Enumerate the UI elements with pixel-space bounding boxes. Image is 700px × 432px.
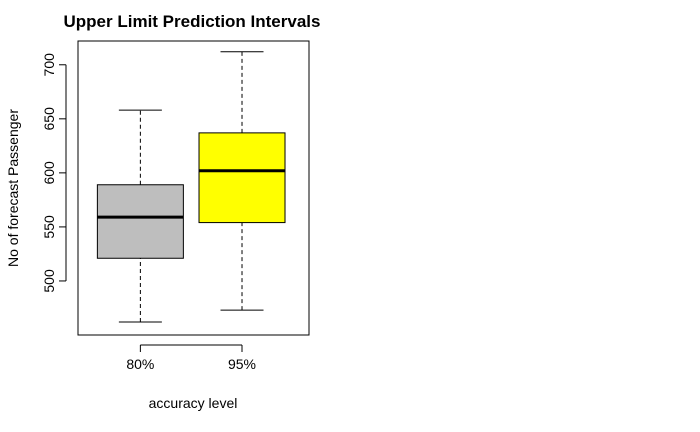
- chart-title: Upper Limit Prediction Intervals: [64, 12, 321, 31]
- box-iqr: [198, 132, 286, 224]
- y-axis-label: No of forecast Passenger: [5, 109, 21, 267]
- boxes: [96, 51, 286, 323]
- box-iqr: [96, 184, 184, 259]
- y-axis-ticks: 500 550 600 650 700: [41, 53, 66, 293]
- x-axis-ticks: 80% 95%: [126, 345, 256, 372]
- y-tick-label: 600: [41, 161, 57, 185]
- x-axis-label: accuracy level: [149, 395, 238, 411]
- y-tick-label: 650: [41, 107, 57, 131]
- box-2: [198, 51, 286, 311]
- y-tick-label: 700: [41, 53, 57, 77]
- box-1: [96, 109, 184, 323]
- x-tick-label: 95%: [228, 356, 256, 372]
- y-tick-label: 500: [41, 269, 57, 293]
- y-tick-label: 550: [41, 215, 57, 239]
- x-tick-label: 80%: [126, 356, 154, 372]
- plot-frame: [77, 40, 310, 336]
